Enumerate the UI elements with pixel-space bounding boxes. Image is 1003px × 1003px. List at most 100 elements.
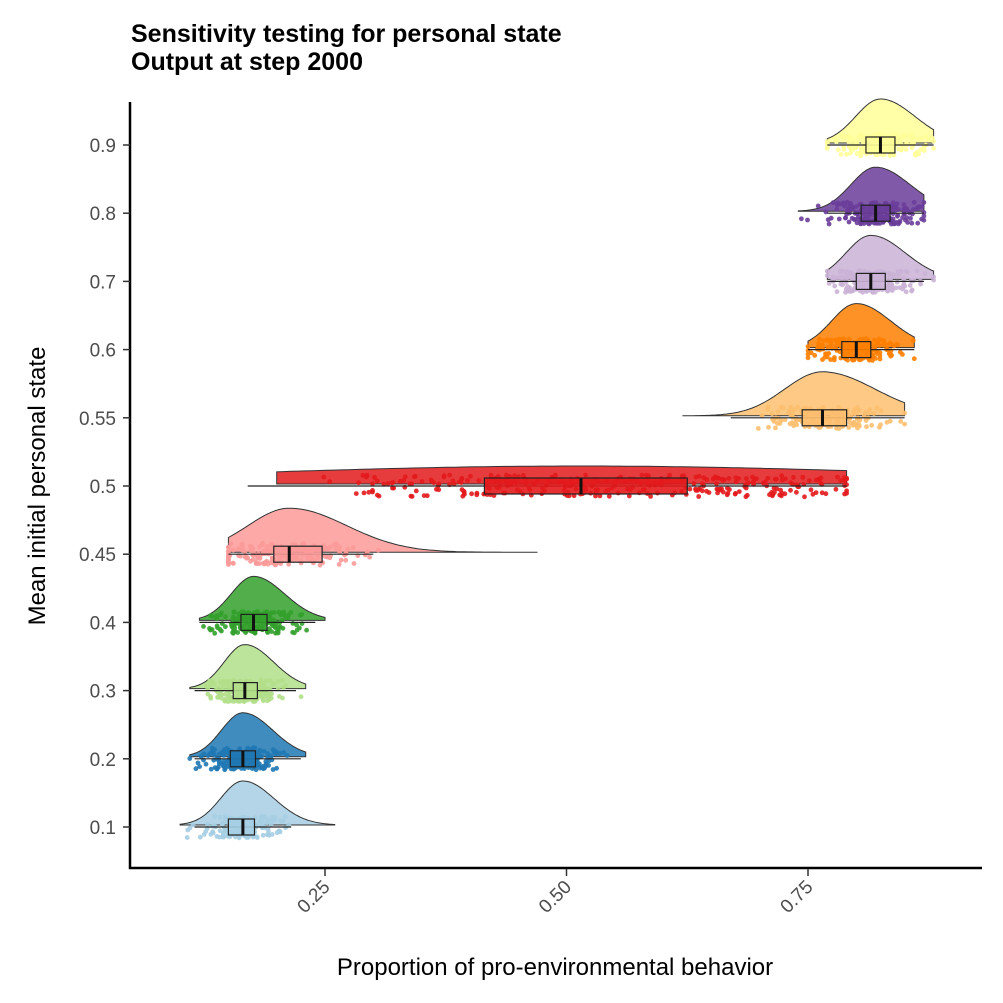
data-point [219, 822, 225, 828]
data-point [687, 486, 693, 492]
data-point [719, 486, 724, 492]
data-point [255, 555, 260, 561]
clouds-layer [179, 98, 935, 826]
data-point [343, 557, 349, 563]
data-point [844, 269, 850, 274]
data-point [283, 614, 289, 620]
data-point [265, 751, 270, 756]
data-point [931, 138, 936, 144]
data-point [891, 152, 897, 158]
data-point [226, 545, 231, 550]
data-point [217, 828, 223, 834]
data-point [681, 473, 687, 479]
x-tick-label: 0.25 [294, 877, 335, 918]
data-point [845, 284, 850, 289]
data-point [835, 275, 840, 281]
data-point [190, 822, 196, 828]
data-point [269, 814, 275, 820]
data-point [736, 476, 741, 481]
data-point [275, 686, 281, 691]
data-point [828, 215, 834, 221]
data-point [704, 488, 709, 494]
y-tick-label: 0.1 [90, 818, 116, 839]
chart-title-block: Sensitivity testing for personal state O… [131, 20, 562, 76]
data-point [907, 283, 913, 288]
data-point [834, 425, 839, 431]
y-tick-label: 0.8 [90, 204, 116, 225]
data-point [836, 404, 841, 410]
data-point [788, 487, 793, 493]
data-point [221, 678, 227, 684]
data-point [898, 419, 904, 424]
data-point [447, 472, 453, 478]
data-point [918, 147, 923, 153]
data-point [626, 493, 632, 499]
data-point [744, 476, 749, 481]
data-point [208, 766, 214, 772]
data-point [904, 269, 910, 275]
data-point [269, 832, 275, 837]
data-point [235, 546, 241, 552]
data-point [833, 486, 839, 492]
data-point [212, 813, 218, 819]
data-point [917, 136, 923, 142]
data-point [843, 215, 848, 221]
data-point [916, 205, 922, 210]
cloud-0.1 [179, 780, 336, 826]
data-point [277, 829, 283, 835]
data-point [871, 411, 877, 416]
data-point [238, 553, 243, 559]
data-point [714, 486, 720, 492]
data-point [203, 761, 209, 767]
data-point [468, 473, 473, 479]
data-point [197, 834, 203, 840]
data-point [697, 486, 703, 492]
data-point [725, 490, 731, 496]
data-point [726, 476, 732, 481]
data-point [841, 200, 846, 206]
data-point [895, 221, 901, 227]
data-point [909, 135, 915, 140]
data-point [902, 421, 907, 427]
data-point [838, 152, 844, 157]
data-point [460, 493, 466, 499]
data-point [249, 544, 255, 550]
data-point [504, 472, 509, 478]
data-point [844, 151, 849, 157]
data-point [877, 424, 882, 430]
data-point [356, 480, 361, 486]
data-point [271, 623, 277, 629]
data-point [333, 546, 339, 552]
data-point [261, 763, 266, 769]
data-point [230, 616, 236, 622]
data-point [890, 200, 896, 206]
data-point [766, 424, 771, 430]
data-point [219, 610, 224, 616]
y-tick-label: 0.3 [90, 682, 116, 703]
data-point [909, 288, 914, 294]
data-point [226, 562, 231, 567]
data-point [231, 629, 236, 634]
data-point [835, 474, 840, 480]
data-point [268, 678, 273, 683]
data-point [693, 474, 699, 480]
data-point [261, 561, 267, 567]
data-point [353, 491, 359, 496]
data-point [872, 220, 877, 226]
data-point [846, 336, 852, 342]
x-tick-label: 0.50 [535, 877, 576, 918]
data-point [830, 200, 836, 206]
data-point [894, 201, 900, 207]
data-point [855, 425, 860, 431]
data-point [258, 818, 263, 824]
data-point [221, 763, 227, 769]
data-point [258, 677, 264, 683]
data-point [848, 270, 854, 276]
data-point [286, 561, 292, 567]
data-point [701, 475, 707, 481]
data-point [855, 407, 860, 412]
data-point [193, 766, 199, 772]
data-point [450, 478, 456, 484]
data-point [786, 410, 792, 416]
data-point [886, 282, 891, 288]
